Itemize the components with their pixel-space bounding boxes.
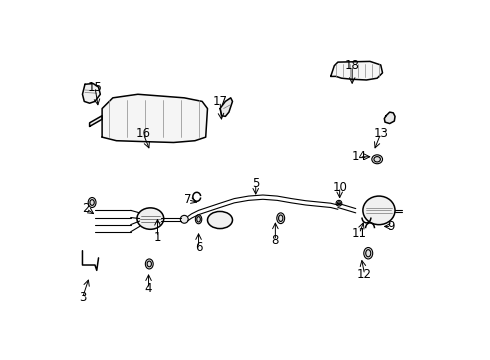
Ellipse shape xyxy=(336,201,342,206)
Polygon shape xyxy=(220,98,232,116)
Ellipse shape xyxy=(277,213,285,224)
Text: 4: 4 xyxy=(145,283,152,296)
Text: 2: 2 xyxy=(82,202,90,215)
Text: 8: 8 xyxy=(271,234,279,247)
Ellipse shape xyxy=(364,248,373,259)
Text: 10: 10 xyxy=(332,181,347,194)
Ellipse shape xyxy=(180,215,188,223)
Polygon shape xyxy=(331,62,383,80)
Polygon shape xyxy=(90,116,102,126)
Ellipse shape xyxy=(88,198,96,207)
Text: 1: 1 xyxy=(154,231,161,244)
Text: 15: 15 xyxy=(88,81,102,94)
Ellipse shape xyxy=(363,196,395,225)
Text: 7: 7 xyxy=(184,193,192,206)
Polygon shape xyxy=(384,112,395,123)
Text: 16: 16 xyxy=(136,127,151,140)
Text: 3: 3 xyxy=(79,291,86,305)
Text: 6: 6 xyxy=(195,241,202,255)
Polygon shape xyxy=(82,84,100,103)
Ellipse shape xyxy=(146,259,153,269)
Text: 17: 17 xyxy=(213,95,227,108)
Text: 13: 13 xyxy=(373,127,388,140)
Text: 5: 5 xyxy=(252,177,259,190)
Text: 14: 14 xyxy=(352,150,367,163)
Ellipse shape xyxy=(372,155,383,164)
Text: 9: 9 xyxy=(388,220,395,233)
Ellipse shape xyxy=(196,215,202,224)
Ellipse shape xyxy=(137,208,164,229)
Text: 12: 12 xyxy=(357,268,372,281)
Ellipse shape xyxy=(207,211,232,229)
Text: 18: 18 xyxy=(345,59,360,72)
Text: 11: 11 xyxy=(352,227,367,240)
Polygon shape xyxy=(102,94,207,143)
